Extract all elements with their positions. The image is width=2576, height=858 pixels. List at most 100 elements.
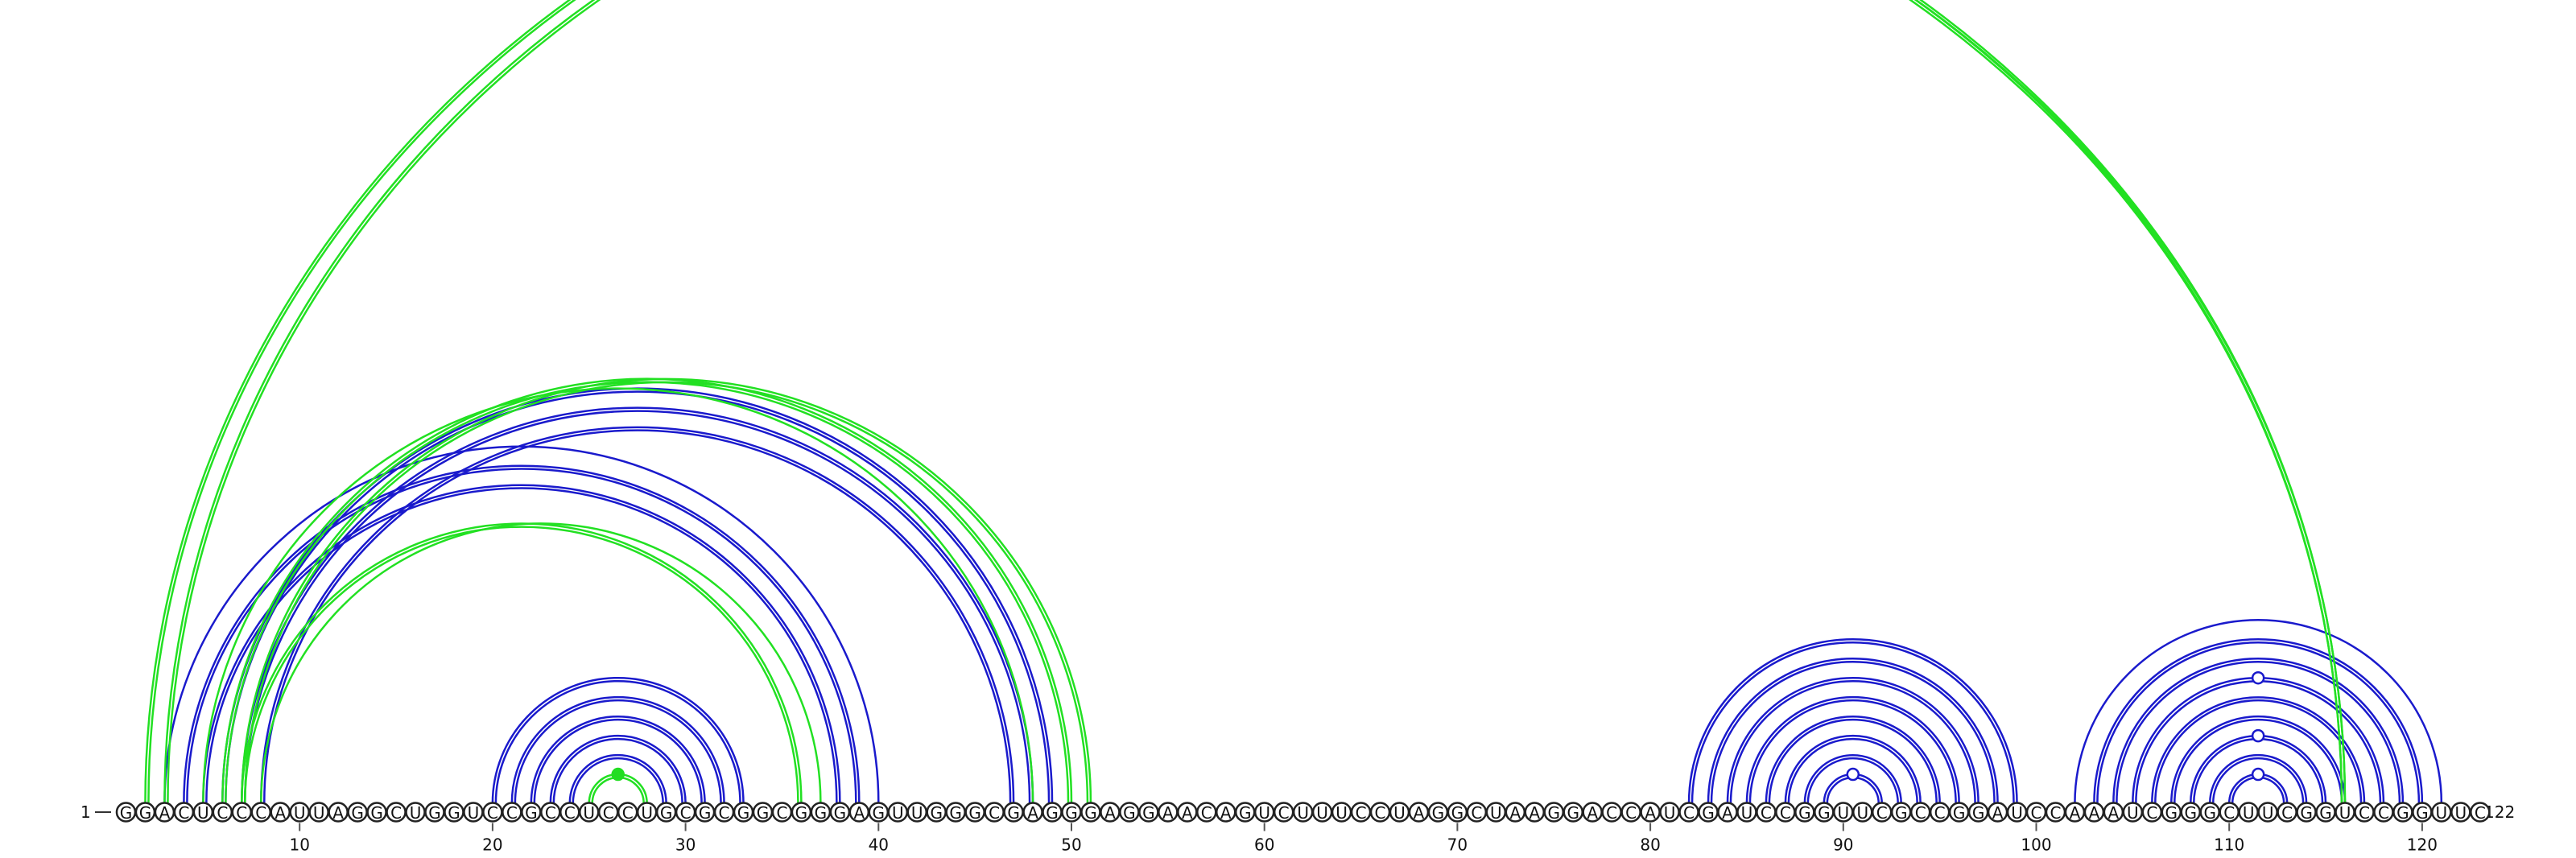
arc-blue-21-32: [510, 695, 725, 804]
nucleotide-letter-67: U: [1393, 803, 1406, 823]
arc-blue-7-48: [241, 406, 1034, 804]
arc-blue-83-98-inner: [1710, 660, 1996, 804]
nucleotide-letter-112: U: [2262, 803, 2274, 823]
nucleotide-123: C: [2470, 802, 2491, 823]
nucleotide-35: C: [771, 802, 793, 823]
nucleotide-36: G: [791, 802, 812, 823]
arc-blue-88-93: [1803, 753, 1902, 804]
nucleotide-7: C: [231, 802, 253, 823]
nucleotide-19: U: [463, 802, 484, 823]
nucleotide-letter-63: U: [1316, 803, 1328, 823]
arc-blue-23-30-inner: [552, 737, 683, 804]
nucleotide-120: G: [2412, 802, 2433, 823]
nucleotide-letter-87: C: [1780, 803, 1791, 823]
arc-green-7-36-inner: [244, 526, 799, 804]
loop-marker-2: [1846, 767, 1860, 782]
nucleotide-letter-53: G: [1123, 803, 1136, 823]
nucleotide-letter-40: G: [873, 803, 886, 823]
nucleotide-letter-19: U: [468, 803, 480, 823]
nucleotide-114: G: [2296, 802, 2317, 823]
nucleotide-letter-75: G: [1548, 803, 1561, 823]
nucleotide-letter-18: G: [448, 803, 460, 823]
nucleotide-26: C: [597, 802, 619, 823]
nucleotide-letter-88: G: [1798, 803, 1811, 823]
nucleotide-letter-86: C: [1761, 803, 1772, 823]
nucleotide-letter-78: C: [1606, 803, 1617, 823]
arc-blue-20-33-inner: [494, 680, 741, 804]
nucleotide-67: U: [1389, 802, 1410, 823]
nucleotide-letter-81: U: [1664, 803, 1676, 823]
nucleotide-37: G: [810, 802, 832, 823]
nucleotide-letter-2: G: [139, 803, 152, 823]
nucleotide-letter-99: U: [2011, 803, 2023, 823]
nucleotide-18: G: [444, 802, 464, 823]
nucleotide-47: G: [1003, 802, 1024, 823]
nucleotide-69: G: [1427, 802, 1449, 823]
arc-blue-109-114: [2208, 753, 2308, 804]
nucleotide-27: C: [617, 802, 638, 823]
nucleotide-14: G: [366, 802, 387, 823]
nucleotide-92: C: [1871, 802, 1893, 823]
nucleotide-22: G: [521, 802, 542, 823]
arc-blue-109-114-inner: [2211, 757, 2305, 804]
nucleotide-46: C: [984, 802, 1005, 823]
nucleotide-65: C: [1350, 802, 1372, 823]
nucleotide-10: U: [289, 802, 310, 823]
nucleotide-61: C: [1273, 802, 1294, 823]
nucleotide-letter-15: C: [390, 803, 402, 823]
nucleotide-letter-28: U: [641, 803, 653, 823]
nucleotide-49: G: [1042, 802, 1063, 823]
arc-green-2-116-inner: [147, 0, 2343, 804]
nucleotide-letter-16: U: [410, 803, 422, 823]
nucleotide-letter-34: G: [757, 803, 770, 823]
nucleotide-2: G: [134, 802, 156, 823]
nucleotide-54: G: [1138, 802, 1159, 823]
arc-blue-84-97-inner: [1729, 680, 1976, 804]
nucleotide-letter-119: G: [2396, 803, 2409, 823]
nucleotide-66: C: [1369, 802, 1391, 823]
nucleotide-109: G: [2199, 802, 2220, 823]
arc-green-3-116: [164, 0, 2345, 803]
nucleotide-letter-102: A: [2070, 803, 2081, 823]
nucleotide-45: G: [964, 802, 985, 823]
nucleotide-letter-55: A: [1162, 803, 1174, 823]
loop-markers: [611, 670, 2265, 782]
loop-marker-3: [2251, 767, 2265, 782]
nucleotide-letter-108: G: [2185, 803, 2198, 823]
nucleotide-48: A: [1022, 802, 1043, 823]
arc-blue-4-39-inner: [186, 468, 857, 804]
nucleotide-88: G: [1794, 802, 1815, 823]
nucleotide-letter-38: G: [834, 803, 847, 823]
nucleotide-letter-49: G: [1046, 803, 1059, 823]
base-pair-arcs: [144, 0, 2443, 804]
nucleotide-letter-4: C: [178, 803, 189, 823]
nucleotide-71: C: [1466, 802, 1488, 823]
nucleotide-letter-44: G: [949, 803, 962, 823]
nucleotide-letter-100: C: [2031, 803, 2042, 823]
arc-blue-86-95-inner: [1768, 718, 1938, 804]
nucleotide-62: U: [1292, 802, 1314, 823]
nucleotide-43: G: [926, 802, 947, 823]
nucleotide-64: U: [1331, 802, 1352, 823]
nucleotide-letter-68: A: [1414, 803, 1425, 823]
nucleotide-78: C: [1601, 802, 1622, 823]
nucleotide-40: G: [868, 802, 890, 823]
nucleotide-115: G: [2315, 802, 2336, 823]
arc-blue-107-116: [2170, 715, 2347, 804]
nucleotide-letter-9: A: [275, 803, 286, 823]
nucleotide-6: C: [212, 802, 233, 823]
nucleotide-80: A: [1640, 802, 1661, 823]
nucleotide-letter-62: U: [1297, 803, 1309, 823]
nucleotide-103: A: [2083, 802, 2105, 823]
nucleotide-99: U: [2006, 802, 2028, 823]
nucleotide-16: U: [405, 802, 426, 823]
nucleotide-letter-105: U: [2127, 803, 2139, 823]
nucleotide-90: U: [1833, 802, 1854, 823]
nucleotide-letter-46: C: [989, 803, 1000, 823]
nucleotide-letter-52: A: [1104, 803, 1116, 823]
nucleotide-letter-82: C: [1683, 803, 1695, 823]
nucleotide-letter-114: G: [2300, 803, 2313, 823]
nucleotide-118: C: [2373, 802, 2394, 823]
nucleotide-letter-47: G: [1007, 803, 1020, 823]
arc-green-7-51-inner: [244, 381, 1089, 804]
